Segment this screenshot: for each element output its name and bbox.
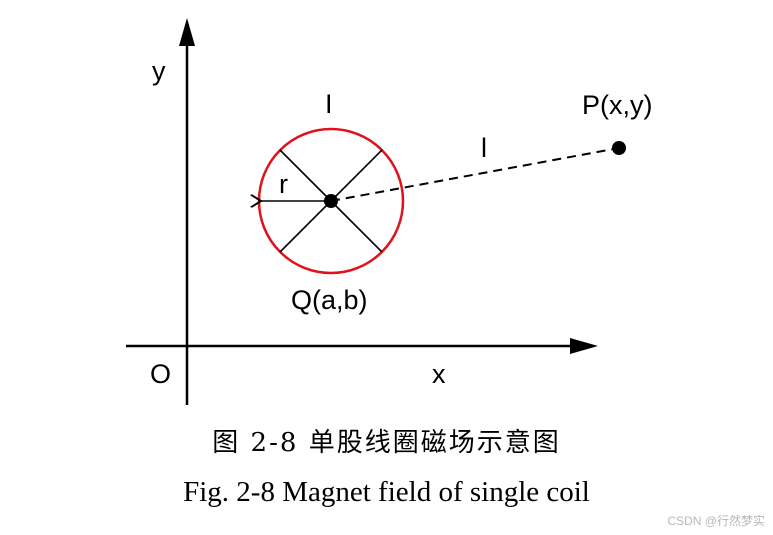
point-p: [612, 141, 626, 155]
y-axis-label: y: [152, 56, 166, 86]
y-axis-arrowhead: [179, 18, 195, 46]
caption-english: Fig. 2-8 Magnet field of single coil: [183, 476, 590, 508]
x-axis-arrowhead: [570, 338, 598, 354]
origin-label: O: [150, 359, 171, 389]
x-axis-label: x: [432, 359, 446, 389]
radius-label: r: [279, 169, 288, 199]
distance-label: l: [481, 133, 487, 163]
current-label: I: [325, 89, 333, 119]
center-point-q: [324, 194, 338, 208]
caption-chinese: 图 2-8 单股线圈磁场示意图: [212, 428, 561, 458]
watermark-text: CSDN @行然梦实: [667, 514, 765, 528]
distance-dashed-line: [330, 147, 620, 202]
point-p-label: P(x,y): [582, 90, 653, 120]
point-q-label: Q(a,b): [291, 285, 368, 315]
